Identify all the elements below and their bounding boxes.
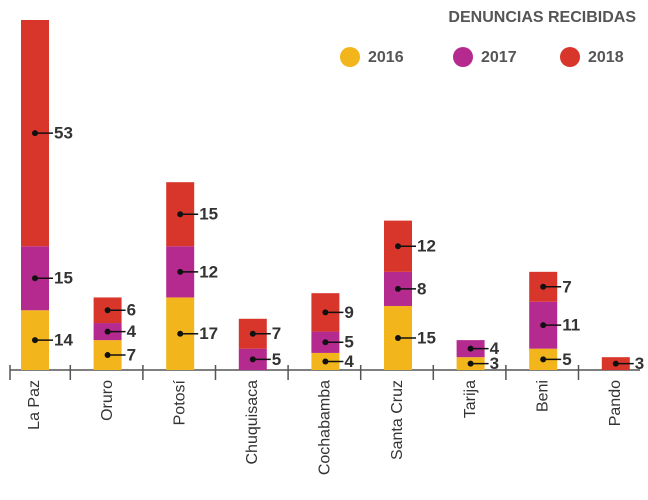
legend-swatch: [453, 47, 473, 67]
data-label: 4: [127, 322, 137, 341]
data-label: 12: [417, 237, 436, 256]
legend-label: 2016: [368, 49, 404, 66]
data-label: 5: [272, 350, 281, 369]
x-tick-label: Pando: [607, 380, 624, 426]
data-label: 14: [54, 331, 73, 350]
data-label: 4: [344, 352, 354, 371]
data-label: 3: [490, 354, 499, 373]
data-label: 53: [54, 124, 73, 143]
data-label: 7: [272, 324, 281, 343]
x-tick-label: Tarija: [462, 380, 479, 418]
data-label: 12: [199, 262, 218, 281]
legend-label: 2018: [588, 49, 624, 66]
data-label: 6: [127, 301, 136, 320]
data-label: 11: [562, 316, 580, 335]
legend-label: 2017: [481, 49, 517, 66]
x-tick-label: La Paz: [26, 380, 43, 430]
data-label: 3: [635, 354, 644, 373]
chart-title: DENUNCIAS RECIBIDAS: [448, 9, 636, 26]
data-label: 15: [417, 328, 436, 347]
data-label: 15: [54, 269, 73, 288]
data-label: 5: [562, 350, 571, 369]
data-label: 4: [490, 339, 500, 358]
data-label: 7: [562, 277, 571, 296]
legend-swatch: [340, 47, 360, 67]
x-tick-label: Oruro: [99, 380, 116, 421]
data-label: 17: [199, 324, 218, 343]
x-tick-label: Potosí: [171, 379, 188, 425]
x-tick-label: Santa Cruz: [389, 380, 406, 460]
data-label: 8: [417, 279, 426, 298]
x-tick-label: Chuquisaca: [244, 380, 261, 465]
x-tick-label: Cochabamba: [317, 380, 334, 475]
data-label: 7: [127, 346, 136, 365]
data-label: 9: [344, 303, 353, 322]
legend-swatch: [560, 47, 580, 67]
x-tick-label: Beni: [534, 380, 551, 412]
data-label: 15: [199, 205, 218, 224]
data-label: 5: [344, 333, 353, 352]
